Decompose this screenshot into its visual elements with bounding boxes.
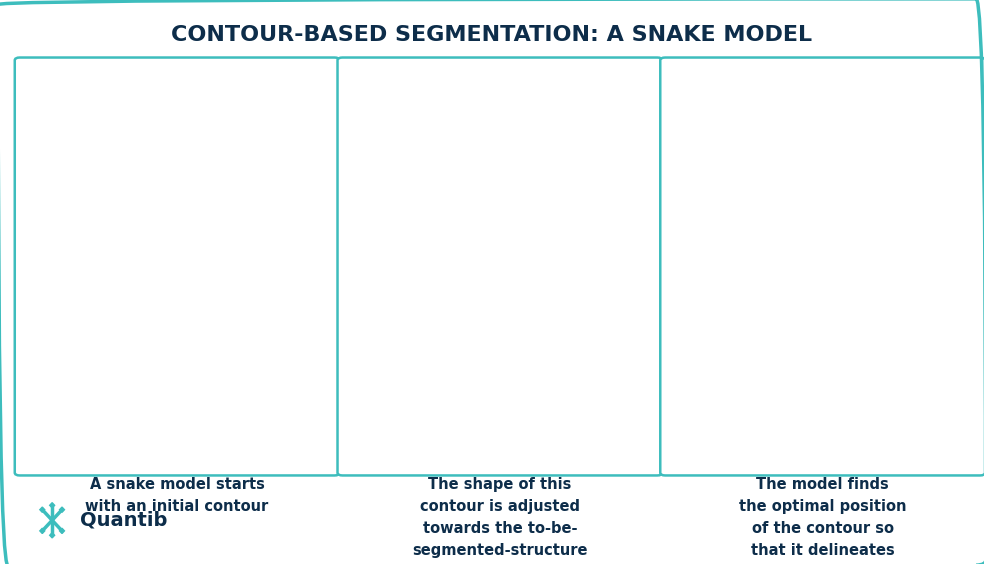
Polygon shape xyxy=(39,507,44,512)
Polygon shape xyxy=(761,271,812,407)
Text: The shape of this
contour is adjusted
towards the to-be-
segmented-structure: The shape of this contour is adjusted to… xyxy=(412,477,587,558)
Polygon shape xyxy=(809,228,881,355)
Text: The model finds
the optimal position
of the contour so
that it delineates
the st: The model finds the optimal position of … xyxy=(739,477,906,564)
Polygon shape xyxy=(159,202,254,371)
Polygon shape xyxy=(730,204,809,355)
Text: Quantib: Quantib xyxy=(80,511,167,530)
Polygon shape xyxy=(53,170,159,371)
Polygon shape xyxy=(60,528,65,534)
Polygon shape xyxy=(49,503,55,508)
Polygon shape xyxy=(49,532,55,538)
Text: A snake model starts
with an initial contour: A snake model starts with an initial con… xyxy=(86,477,269,514)
Polygon shape xyxy=(376,170,482,371)
Text: CONTOUR-BASED SEGMENTATION: A SNAKE MODEL: CONTOUR-BASED SEGMENTATION: A SNAKE MODE… xyxy=(171,25,813,45)
Polygon shape xyxy=(60,507,65,512)
Polygon shape xyxy=(417,258,485,440)
Polygon shape xyxy=(94,258,162,440)
Polygon shape xyxy=(482,202,577,371)
Polygon shape xyxy=(39,528,44,534)
